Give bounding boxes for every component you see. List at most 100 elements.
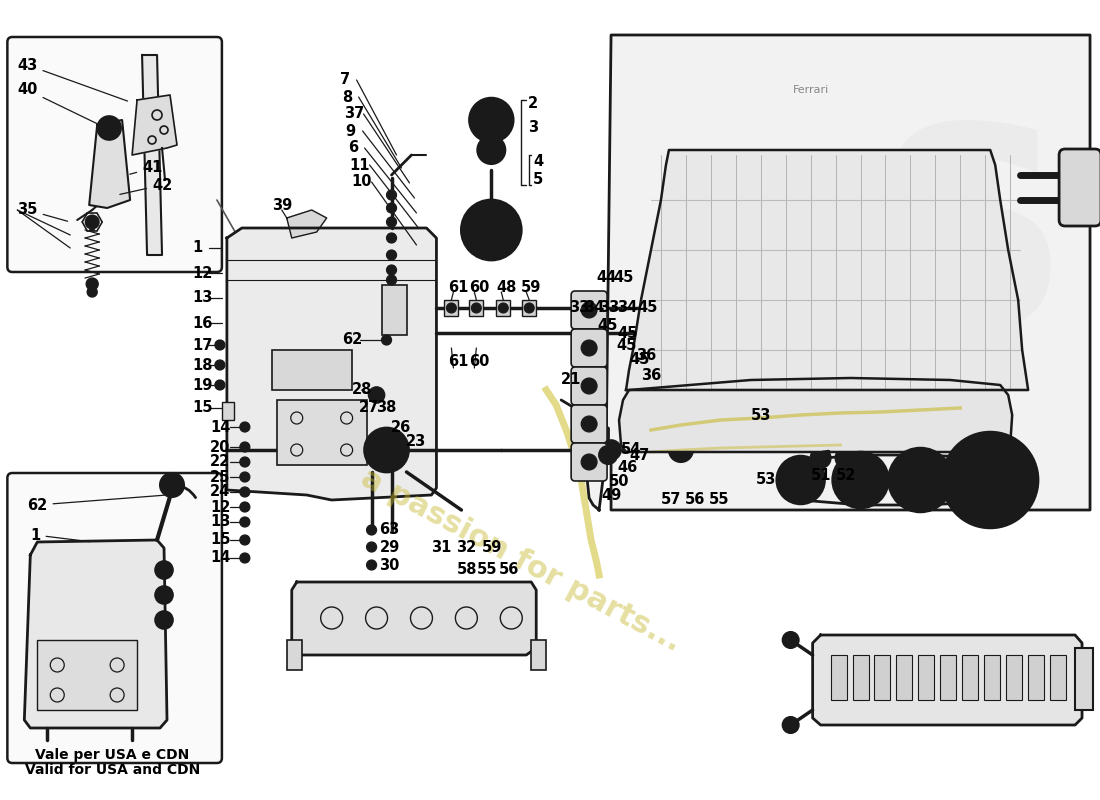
Circle shape <box>581 302 597 318</box>
Text: 39: 39 <box>272 198 292 213</box>
Text: 63: 63 <box>379 522 399 538</box>
Bar <box>962 655 978 700</box>
Text: 25: 25 <box>210 470 230 485</box>
Bar <box>830 655 847 700</box>
Circle shape <box>214 340 224 350</box>
Circle shape <box>581 340 597 356</box>
Text: 21: 21 <box>561 373 582 387</box>
Circle shape <box>240 487 250 497</box>
Text: 51: 51 <box>811 467 832 482</box>
Text: 34: 34 <box>584 301 604 315</box>
Text: 47: 47 <box>629 447 649 462</box>
Polygon shape <box>142 55 162 255</box>
Circle shape <box>368 387 385 403</box>
Circle shape <box>240 502 250 512</box>
Text: 18: 18 <box>192 358 212 373</box>
Text: Valid for USA and CDN: Valid for USA and CDN <box>24 763 200 777</box>
Text: 53: 53 <box>751 407 771 422</box>
Circle shape <box>669 438 693 462</box>
Circle shape <box>386 275 396 285</box>
Circle shape <box>581 378 597 394</box>
Circle shape <box>86 278 98 290</box>
Text: 15: 15 <box>210 533 230 547</box>
Text: 45: 45 <box>637 301 658 315</box>
Circle shape <box>724 303 738 317</box>
Text: 32: 32 <box>456 541 476 555</box>
Polygon shape <box>619 378 1012 452</box>
Circle shape <box>386 250 396 260</box>
Bar <box>287 640 301 670</box>
Polygon shape <box>626 150 1028 390</box>
Polygon shape <box>585 35 1090 510</box>
Circle shape <box>811 448 830 468</box>
Text: 35: 35 <box>18 202 67 222</box>
Text: 53: 53 <box>756 473 777 487</box>
Text: 22: 22 <box>210 454 230 470</box>
Text: 40: 40 <box>18 82 108 129</box>
Text: 58: 58 <box>456 562 477 578</box>
Bar <box>1028 655 1044 700</box>
Bar <box>37 640 138 710</box>
Text: 20: 20 <box>210 439 230 454</box>
Circle shape <box>601 440 621 460</box>
Circle shape <box>160 473 184 497</box>
Bar <box>1050 655 1066 700</box>
Text: 13: 13 <box>192 290 212 306</box>
Circle shape <box>97 116 121 140</box>
Circle shape <box>155 561 173 579</box>
Polygon shape <box>132 95 177 155</box>
Circle shape <box>581 416 597 432</box>
Circle shape <box>240 422 250 432</box>
Circle shape <box>783 717 799 733</box>
Circle shape <box>364 428 408 472</box>
Bar <box>940 655 956 700</box>
Circle shape <box>982 472 998 488</box>
Text: 10: 10 <box>352 174 372 190</box>
Text: 12: 12 <box>210 499 230 514</box>
FancyBboxPatch shape <box>571 291 607 329</box>
Circle shape <box>386 217 396 227</box>
Circle shape <box>366 542 376 552</box>
Bar <box>1075 648 1093 710</box>
Circle shape <box>461 200 521 260</box>
FancyBboxPatch shape <box>571 443 607 481</box>
Text: 61: 61 <box>449 354 469 370</box>
Text: 45: 45 <box>597 318 617 333</box>
Text: 28: 28 <box>352 382 372 398</box>
FancyBboxPatch shape <box>571 329 607 367</box>
Circle shape <box>889 448 953 512</box>
Bar <box>522 300 536 316</box>
Text: 33: 33 <box>569 301 590 315</box>
Circle shape <box>366 525 376 535</box>
Polygon shape <box>292 582 536 655</box>
Text: 52: 52 <box>836 467 856 482</box>
Text: 2: 2 <box>528 95 538 110</box>
Text: 44: 44 <box>596 270 616 286</box>
Bar <box>874 655 891 700</box>
Polygon shape <box>287 210 327 238</box>
Circle shape <box>386 203 396 213</box>
Text: 15: 15 <box>192 401 212 415</box>
Bar <box>277 400 366 465</box>
Bar <box>444 300 459 316</box>
Text: 56: 56 <box>685 493 705 507</box>
Text: 36: 36 <box>636 347 657 362</box>
Text: a passion for parts...: a passion for parts... <box>356 463 686 657</box>
FancyBboxPatch shape <box>571 367 607 405</box>
Text: 6: 6 <box>348 141 358 155</box>
Circle shape <box>447 303 456 313</box>
Text: 7: 7 <box>340 73 350 87</box>
Text: 13: 13 <box>210 514 230 530</box>
Text: 12: 12 <box>192 266 212 281</box>
Bar <box>531 640 547 670</box>
Bar <box>496 300 510 316</box>
Text: 62: 62 <box>342 333 362 347</box>
Text: 45: 45 <box>617 326 637 341</box>
Circle shape <box>386 233 396 243</box>
FancyBboxPatch shape <box>8 37 222 272</box>
Text: 8: 8 <box>342 90 352 105</box>
Text: 14: 14 <box>210 550 230 566</box>
Circle shape <box>581 454 597 470</box>
Text: 41: 41 <box>130 161 163 175</box>
Text: 16: 16 <box>192 315 212 330</box>
